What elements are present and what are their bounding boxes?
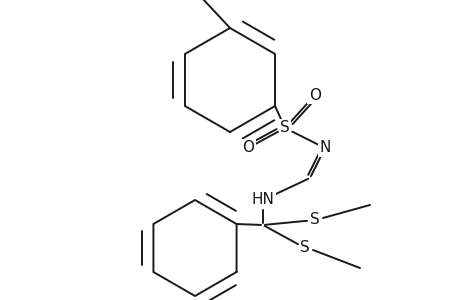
Text: O: O [308,88,320,103]
Text: S: S [280,121,289,136]
Text: HN: HN [251,193,274,208]
Text: S: S [309,212,319,227]
Text: O: O [241,140,253,155]
Text: S: S [299,241,309,256]
Text: N: N [319,140,330,155]
